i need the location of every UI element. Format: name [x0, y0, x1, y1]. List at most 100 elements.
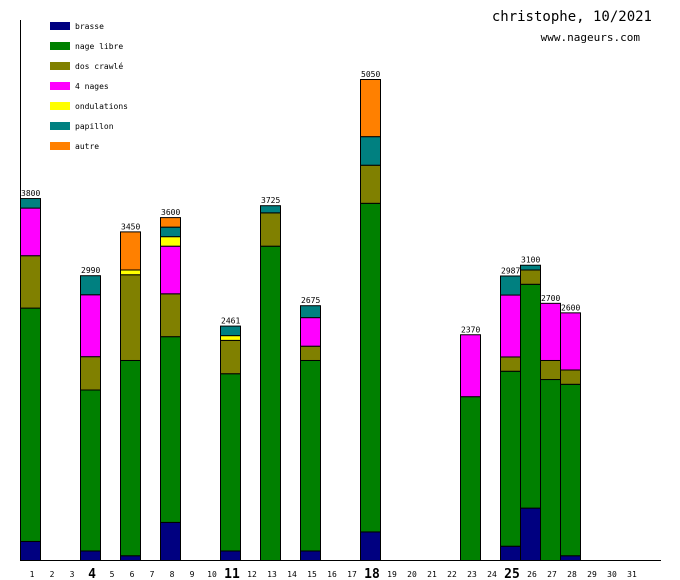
x-tick-label-day-24: 24 — [487, 570, 497, 579]
bars-group — [20, 79, 581, 562]
legend: brasse nage libre dos crawlé 4 nages ond… — [50, 16, 128, 156]
x-tick-label-day-6: 6 — [130, 570, 135, 579]
x-tick-label-day-22: 22 — [447, 570, 457, 579]
bar-segment-ondulations-day-11 — [220, 335, 241, 341]
bar-segment-4-nages-day-8 — [160, 245, 181, 295]
bar-segment-nage-libre-day-18 — [360, 202, 381, 533]
bar-segment-nage-libre-day-28 — [560, 383, 581, 557]
bar-segment-nage-libre-day-8 — [160, 336, 181, 523]
bar-segment-dos-crawlé-day-27 — [540, 359, 561, 381]
bar-segment-nage-libre-day-13 — [260, 245, 281, 561]
bar-segment-nage-libre-day-4 — [80, 389, 101, 552]
bar-segment-brasse-day-8 — [160, 521, 181, 562]
bar-segment-brasse-day-6 — [120, 555, 141, 561]
legend-label: ondulations — [75, 101, 128, 111]
x-tick-label-day-11: 11 — [224, 567, 240, 580]
bar-segment-brasse-day-18 — [360, 531, 381, 561]
bar-segment-autre-day-18 — [360, 79, 381, 138]
total-label-day-1: 3800 — [21, 189, 40, 198]
x-tick-label-day-20: 20 — [407, 570, 417, 579]
bar-segment-autre-day-8 — [160, 217, 181, 228]
legend-swatch — [50, 42, 70, 50]
x-tick-label-day-8: 8 — [170, 570, 175, 579]
bar-segment-brasse-day-11 — [220, 550, 241, 561]
x-tick-label-day-17: 17 — [347, 570, 357, 579]
bar-segment-autre-day-6 — [120, 231, 141, 271]
legend-label: 4 nages — [75, 81, 109, 91]
bar-segment-4-nages-day-23 — [460, 334, 481, 398]
total-label-day-15: 2675 — [301, 296, 320, 305]
bar-segment-papillon-day-15 — [300, 305, 321, 319]
legend-label: autre — [75, 141, 100, 151]
legend-swatch — [50, 22, 70, 30]
bar-segment-brasse-day-25 — [500, 545, 521, 562]
bar-segment-papillon-day-1 — [20, 198, 41, 209]
legend-item-ondulations: ondulations — [50, 96, 128, 116]
x-tick-label-day-28: 28 — [567, 570, 577, 579]
x-tick-label-day-15: 15 — [307, 570, 317, 579]
bar-segment-dos-crawlé-day-13 — [260, 212, 281, 247]
x-tick-label-day-21: 21 — [427, 570, 437, 579]
x-tick-label-day-14: 14 — [287, 570, 297, 579]
total-label-day-26: 3100 — [521, 256, 540, 265]
bar-segment-dos-crawlé-day-4 — [80, 356, 101, 391]
x-tick-label-day-10: 10 — [207, 570, 217, 579]
legend-label: brasse — [75, 21, 104, 31]
bar-segment-papillon-day-4 — [80, 275, 101, 296]
total-label-day-4: 2990 — [81, 266, 100, 275]
bar-segment-dos-crawlé-day-25 — [500, 356, 521, 372]
x-tick-label-day-4: 4 — [88, 567, 96, 580]
bar-segment-4-nages-day-27 — [540, 302, 561, 361]
bar-segment-papillon-day-8 — [160, 226, 181, 238]
total-label-day-13: 3725 — [261, 196, 280, 205]
bar-segment-nage-libre-day-1 — [20, 307, 41, 542]
bar-segment-nage-libre-day-6 — [120, 359, 141, 557]
x-tick-label-day-18: 18 — [364, 567, 380, 580]
total-label-day-28: 2600 — [561, 303, 580, 312]
total-label-day-27: 2700 — [541, 294, 560, 303]
bar-segment-4-nages-day-4 — [80, 294, 101, 358]
bar-segment-brasse-day-4 — [80, 550, 101, 561]
bar-segment-papillon-day-18 — [360, 136, 381, 166]
x-tick-label-day-31: 31 — [627, 570, 637, 579]
total-labels-group: 3800 2990 3450 3600 2461 3725 2675 5050 2370 2987… — [21, 70, 580, 334]
total-label-day-6: 3450 — [121, 222, 140, 231]
x-tick-label-day-2: 2 — [50, 570, 55, 579]
x-tick-label-day-3: 3 — [70, 570, 75, 579]
bar-segment-4-nages-day-28 — [560, 312, 581, 371]
bar-segment-dos-crawlé-day-26 — [520, 269, 541, 285]
legend-item-nage-libre: nage libre — [50, 36, 128, 56]
bar-segment-ondulations-day-8 — [160, 236, 181, 247]
legend-item-brasse: brasse — [50, 16, 128, 36]
bar-segment-dos-crawlé-day-28 — [560, 369, 581, 385]
total-label-day-8: 3600 — [161, 208, 180, 217]
legend-swatch — [50, 142, 70, 150]
legend-swatch — [50, 102, 70, 110]
x-tick-label-day-23: 23 — [467, 570, 477, 579]
bar-segment-nage-libre-day-26 — [520, 283, 541, 509]
total-label-day-18: 5050 — [361, 70, 380, 79]
legend-swatch — [50, 62, 70, 70]
bar-segment-nage-libre-day-15 — [300, 359, 321, 552]
chart-site-link[interactable]: www.nageurs.com — [540, 31, 640, 44]
x-tick-label-day-9: 9 — [190, 570, 195, 579]
legend-item-papillon: papillon — [50, 116, 128, 136]
x-tick-label-day-27: 27 — [547, 570, 557, 579]
x-tick-label-day-30: 30 — [607, 570, 617, 579]
bar-segment-4-nages-day-15 — [300, 317, 321, 347]
x-tick-label-day-29: 29 — [587, 570, 597, 579]
x-tick-label-day-16: 16 — [327, 570, 337, 579]
bar-segment-brasse-day-15 — [300, 550, 321, 561]
x-tick-label-day-25: 25 — [504, 567, 520, 580]
chart-title: christophe, 10/2021 — [491, 9, 652, 25]
total-label-day-23: 2370 — [461, 325, 480, 334]
legend-label: papillon — [75, 121, 114, 131]
x-tick-labels-group: 1 2 3 4 5 6 7 8 9 10 11 12 13 14 15 16 17 18 19 20 21 22 23 24 2… — [30, 567, 637, 580]
bar-segment-papillon-day-13 — [260, 205, 281, 214]
legend-label: nage libre — [75, 41, 124, 51]
bar-segment-papillon-day-25 — [500, 275, 521, 296]
legend-item-4-nages: 4 nages — [50, 76, 128, 96]
legend-swatch — [50, 82, 70, 90]
total-label-day-25: 2987 — [501, 266, 520, 275]
